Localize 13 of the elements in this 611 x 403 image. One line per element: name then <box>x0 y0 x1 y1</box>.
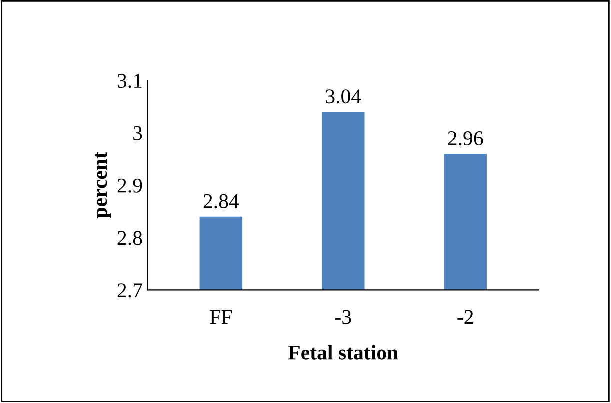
x-tick-label: -2 <box>458 310 474 324</box>
x-tick-label: -3 <box>335 310 352 324</box>
x-axis-title: Fetal station <box>288 345 398 360</box>
y-tick-label: 2.9 <box>118 178 142 193</box>
y-tick-label: 2.8 <box>118 231 142 246</box>
data-label: 2.96 <box>448 132 484 146</box>
y-axis-title: percent <box>95 152 112 218</box>
data-label: 2.84 <box>204 194 240 209</box>
y-tick-label: 3.1 <box>118 74 142 88</box>
y-tick-label: 3 <box>134 126 142 140</box>
data-label: 3.04 <box>326 90 362 104</box>
x-tick-label: FF <box>210 310 232 324</box>
y-tick-label: 2.7 <box>118 284 142 298</box>
